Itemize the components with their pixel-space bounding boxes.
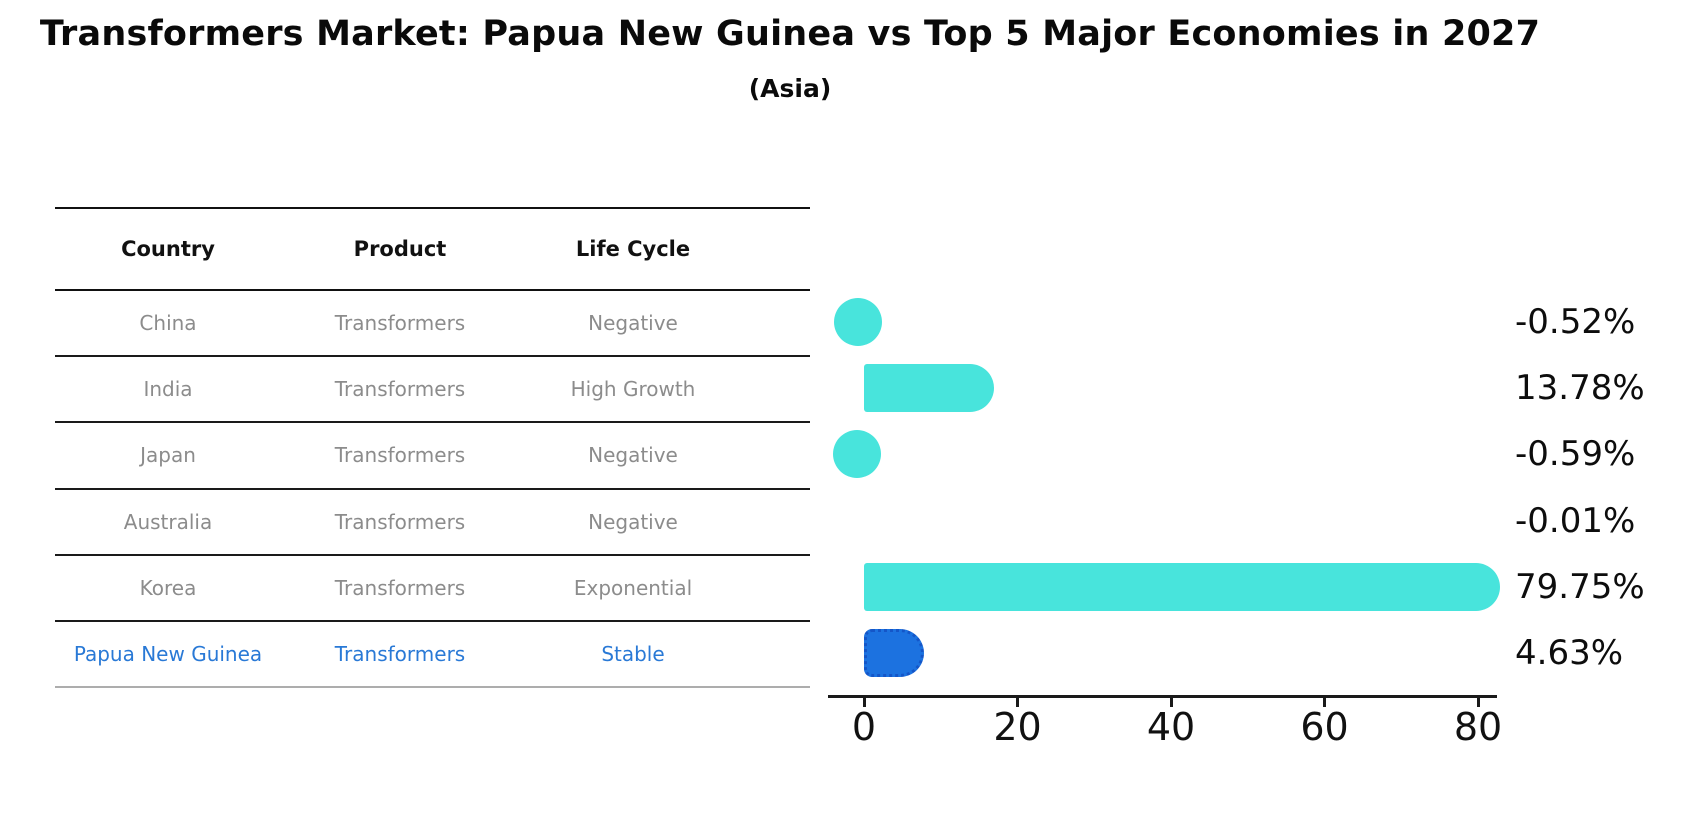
table-cell-product: Transformers — [334, 575, 466, 600]
table-cell-product: Transformers — [334, 509, 466, 534]
table-row: India Transformers High Growth — [55, 357, 810, 424]
table-cell-country: Australia — [123, 509, 213, 534]
table-cell-lifecycle: Stable — [601, 642, 665, 667]
bar-korea — [864, 562, 1501, 611]
value-label: -0.52% — [1515, 302, 1636, 343]
table-row: Papua New Guinea Transformers Stable — [55, 622, 810, 689]
value-label: 4.63% — [1515, 632, 1624, 673]
table-cell-country: Japan — [140, 443, 196, 468]
table-row: China Transformers Negative — [55, 291, 810, 358]
bar-papua-new-guinea — [864, 628, 924, 677]
value-label: 79.75% — [1515, 566, 1645, 607]
table-cell-lifecycle: Negative — [588, 443, 678, 468]
table-body: China Transformers Negative India Transforme… — [55, 291, 810, 689]
chart-title: Transformers Market: Papua New Guinea vs… — [39, 14, 1541, 54]
comparison-table: Country Product Life Cycle China Transfor… — [55, 207, 810, 689]
bar-india — [864, 364, 994, 413]
table-header-lifecycle: Life Cycle — [575, 237, 691, 261]
x-axis-tick-label: 0 — [851, 705, 877, 749]
table-row: Japan Transformers Negative — [55, 423, 810, 490]
table-header-country: Country — [121, 237, 215, 261]
chart-subtitle: (Asia) — [748, 74, 832, 103]
x-axis-tick-label: 80 — [1453, 705, 1503, 749]
table-cell-country: Korea — [139, 575, 197, 600]
table-header-product: Product — [353, 237, 447, 261]
value-label: -0.59% — [1515, 434, 1636, 475]
table-cell-lifecycle: High Growth — [570, 377, 696, 402]
table-cell-product: Transformers — [334, 443, 466, 468]
table-header-row: Country Product Life Cycle — [55, 209, 810, 291]
table-row: Australia Transformers Negative — [55, 490, 810, 556]
table-cell-product: Transformers — [334, 642, 466, 667]
table-cell-lifecycle: Negative — [588, 509, 678, 534]
x-axis-tick — [862, 695, 866, 707]
x-axis-tick — [1169, 695, 1173, 707]
x-axis-tick — [1476, 695, 1480, 707]
x-axis-tick — [1016, 695, 1019, 707]
table-cell-product: Transformers — [334, 377, 466, 402]
x-axis-tick-label: 40 — [1146, 705, 1196, 749]
table-cell-country: China — [139, 311, 197, 336]
x-axis-line — [828, 695, 1497, 698]
table-cell-lifecycle: Exponential — [573, 575, 693, 600]
table-cell-country: Papua New Guinea — [73, 642, 263, 667]
bar-china — [834, 298, 882, 347]
x-axis-tick-label: 20 — [993, 705, 1042, 749]
bar-japan — [833, 430, 882, 479]
table-row: Korea Transformers Exponential — [55, 556, 810, 622]
table-cell-product: Transformers — [334, 311, 466, 336]
value-label: -0.01% — [1515, 500, 1636, 541]
x-axis-tick-label: 60 — [1300, 705, 1349, 749]
table-cell-country: India — [143, 377, 193, 402]
table-cell-lifecycle: Negative — [588, 311, 678, 336]
value-label: 13.78% — [1515, 368, 1645, 409]
x-axis-tick — [1323, 695, 1326, 707]
